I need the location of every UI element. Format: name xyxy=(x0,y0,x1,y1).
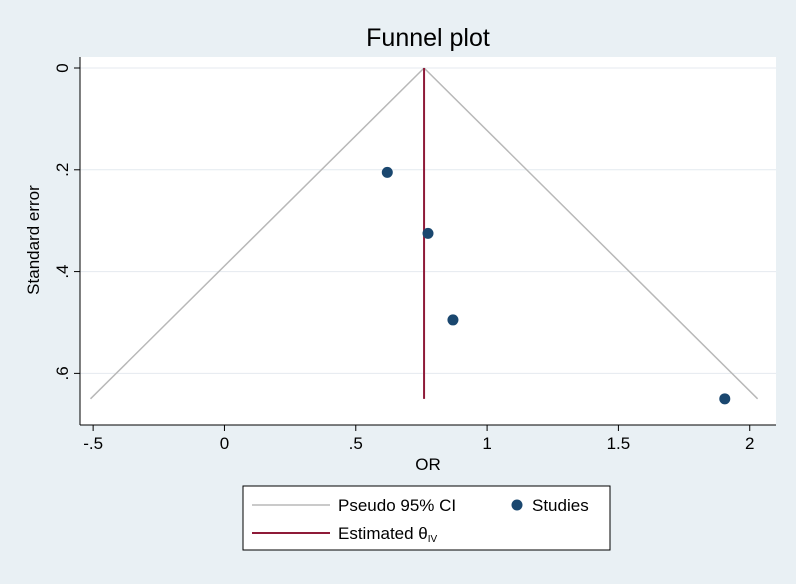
chart-title: Funnel plot xyxy=(366,24,490,52)
y-ticks: 0 .2 .4 .6 xyxy=(53,63,80,380)
study-point-1 xyxy=(381,166,393,178)
axes-layer xyxy=(79,57,776,426)
study-point-2 xyxy=(422,227,434,239)
ci-right-line xyxy=(423,67,759,400)
study-point-3 xyxy=(447,314,459,326)
x-tick-label: .5 xyxy=(349,434,363,453)
ci-layer xyxy=(89,67,759,400)
y-axis-label: Standard error xyxy=(24,185,43,295)
grid-layer xyxy=(80,67,776,374)
legend-ci-label: Pseudo 95% CI xyxy=(338,496,456,515)
legend-estimate-main: Estimated θ xyxy=(338,524,428,543)
x-tick-label: 1 xyxy=(482,434,491,453)
legend-estimate-sub: IV xyxy=(428,534,438,545)
x-tick-label: 1.5 xyxy=(607,434,631,453)
x-ticks: -.5 0 .5 1 1.5 2 xyxy=(83,425,754,453)
x-tick-label: 2 xyxy=(745,434,754,453)
ci-left-line xyxy=(89,67,425,400)
y-tick-label: .4 xyxy=(53,264,72,278)
study-point-4 xyxy=(719,393,731,405)
x-axis-label: OR xyxy=(415,455,441,474)
y-tick-label: .2 xyxy=(53,163,72,177)
x-tick-label: -.5 xyxy=(83,434,103,453)
y-tick-label: 0 xyxy=(53,63,72,72)
legend-box xyxy=(242,485,611,551)
legend-studies-marker xyxy=(511,499,523,511)
y-tick-label: .6 xyxy=(53,366,72,380)
plot-area xyxy=(80,57,776,425)
points-layer xyxy=(381,166,731,405)
legend: Pseudo 95% CI Studies Estimated θIV xyxy=(242,485,611,551)
legend-estimate-label: Estimated θIV xyxy=(338,524,438,545)
legend-studies-label: Studies xyxy=(532,496,589,515)
x-tick-label: 0 xyxy=(220,434,229,453)
